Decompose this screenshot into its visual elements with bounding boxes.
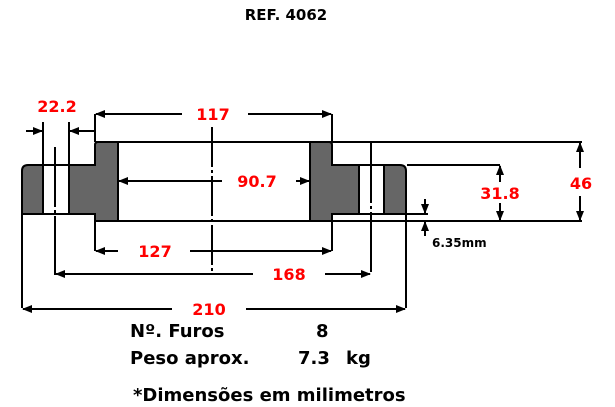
dimension-bolt-circle: 168	[55, 265, 371, 284]
dimension-bore: 90.7	[118, 172, 310, 191]
footnote: *Dimensões em milimetros	[133, 385, 406, 406]
svg-text:46: 46	[570, 174, 592, 193]
dimension-outside: 210	[21, 214, 407, 319]
svg-text:127: 127	[138, 242, 171, 261]
svg-text:117: 117	[196, 105, 229, 124]
dimension-hub: 127	[94, 221, 333, 261]
holes-value: 8	[316, 321, 329, 342]
specs: Nº. Furos 8 Peso aprox. 7.3 kg *Dimensõe…	[130, 321, 406, 406]
svg-text:6.35mm: 6.35mm	[432, 236, 487, 250]
svg-text:90.7: 90.7	[237, 172, 276, 191]
svg-text:210: 210	[192, 300, 225, 319]
svg-text:31.8: 31.8	[480, 184, 519, 203]
svg-text:168: 168	[272, 265, 305, 284]
holes-label: Nº. Furos	[130, 321, 225, 342]
svg-text:22.2: 22.2	[37, 97, 76, 116]
center-lines	[54, 127, 372, 275]
dimension-hole-diameter: 22.2	[26, 97, 94, 165]
reference-title: REF. 4062	[245, 6, 328, 24]
weight-unit: kg	[346, 348, 371, 369]
dimension-raised-face: 117	[94, 105, 333, 142]
dimension-heights: 31.8 46	[332, 141, 592, 222]
dimension-raised-face-height: 6.35mm	[407, 199, 487, 250]
weight-label: Peso aprox.	[130, 348, 249, 369]
weight-value: 7.3	[298, 348, 330, 369]
